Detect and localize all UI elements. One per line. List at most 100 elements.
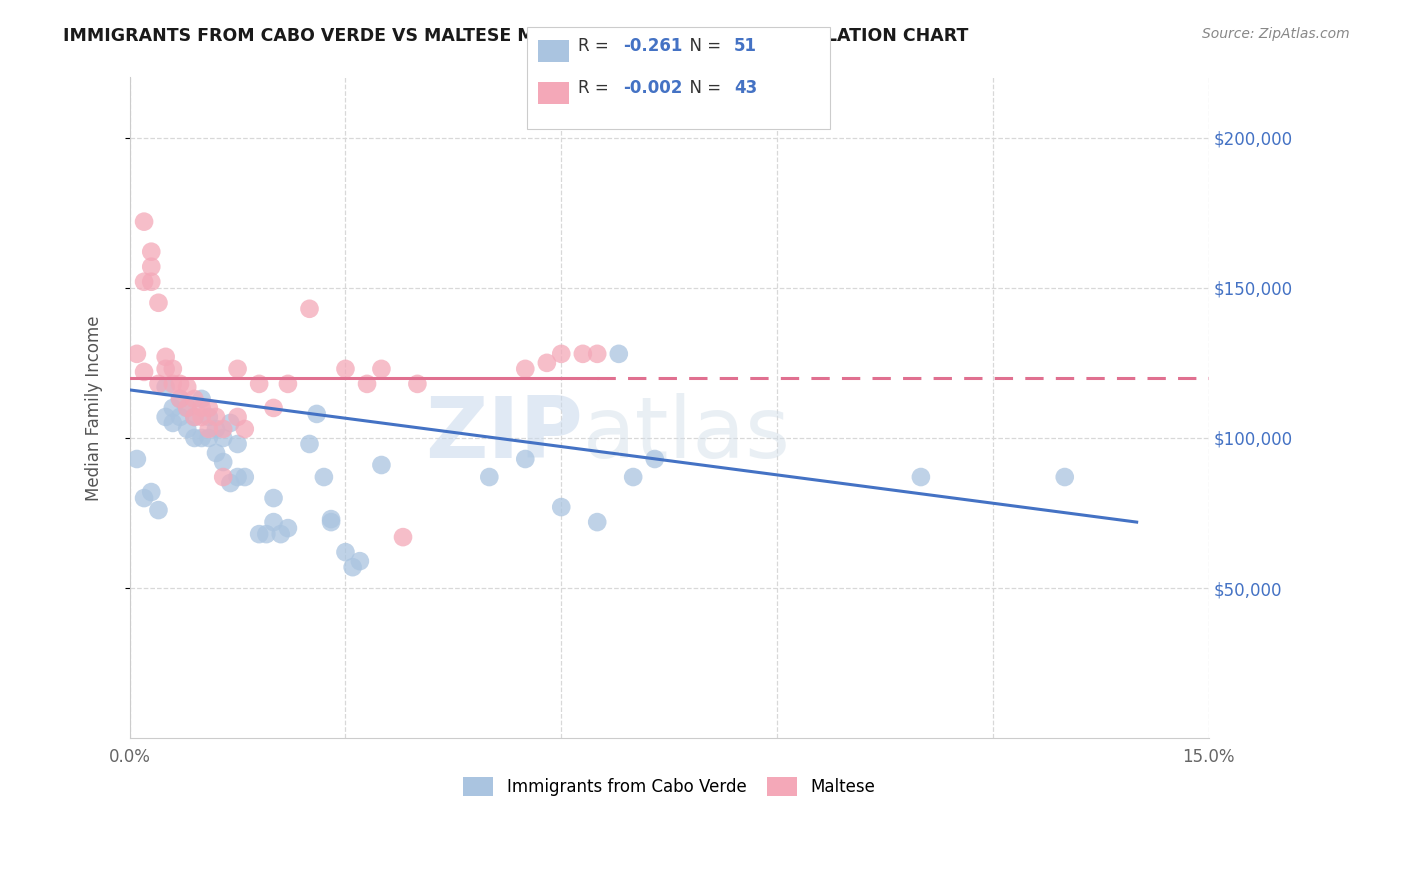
Point xyxy=(1053,470,1076,484)
Point xyxy=(586,515,609,529)
Point xyxy=(277,376,299,391)
Point xyxy=(277,521,299,535)
Point xyxy=(205,422,228,436)
Point xyxy=(226,470,249,484)
Text: R =: R = xyxy=(578,79,614,97)
Point xyxy=(190,401,212,415)
Point xyxy=(141,485,163,500)
Point xyxy=(125,347,148,361)
Point xyxy=(176,380,198,394)
Point xyxy=(370,458,392,472)
Point xyxy=(176,401,198,415)
Text: 43: 43 xyxy=(734,79,758,97)
Point xyxy=(910,470,932,484)
Point xyxy=(141,260,163,274)
Point xyxy=(212,431,235,445)
Point xyxy=(349,554,371,568)
Point xyxy=(169,392,191,406)
Text: ZIP: ZIP xyxy=(425,392,583,475)
Point xyxy=(198,431,221,445)
Point xyxy=(212,422,235,436)
Text: 51: 51 xyxy=(734,37,756,55)
Point xyxy=(148,503,170,517)
Point xyxy=(162,376,184,391)
Point xyxy=(550,500,572,514)
Point xyxy=(198,422,221,436)
Text: R =: R = xyxy=(578,37,614,55)
Point xyxy=(219,416,242,430)
Point xyxy=(198,401,221,415)
Point xyxy=(162,362,184,376)
Point xyxy=(233,422,256,436)
Text: IMMIGRANTS FROM CABO VERDE VS MALTESE MEDIAN FAMILY INCOME CORRELATION CHART: IMMIGRANTS FROM CABO VERDE VS MALTESE ME… xyxy=(63,27,969,45)
Point xyxy=(155,350,177,364)
Point xyxy=(190,409,212,424)
Point xyxy=(319,512,342,526)
Point xyxy=(335,545,357,559)
Point xyxy=(644,452,666,467)
Point xyxy=(148,376,170,391)
Text: -0.002: -0.002 xyxy=(623,79,682,97)
Point xyxy=(198,409,221,424)
Point xyxy=(298,301,321,316)
Text: atlas: atlas xyxy=(583,392,790,475)
Point xyxy=(132,491,155,505)
Text: N =: N = xyxy=(679,79,727,97)
Point xyxy=(621,470,644,484)
Point xyxy=(270,527,292,541)
Point xyxy=(233,470,256,484)
Point xyxy=(335,362,357,376)
Point xyxy=(176,422,198,436)
Point xyxy=(247,376,270,391)
Point xyxy=(298,437,321,451)
Point xyxy=(212,455,235,469)
Point xyxy=(550,347,572,361)
Point xyxy=(155,362,177,376)
Point xyxy=(226,437,249,451)
Text: Source: ZipAtlas.com: Source: ZipAtlas.com xyxy=(1202,27,1350,41)
Point xyxy=(132,214,155,228)
Point xyxy=(183,392,205,406)
Point xyxy=(226,362,249,376)
Point xyxy=(183,409,205,424)
Point xyxy=(155,380,177,394)
Point xyxy=(205,409,228,424)
Point xyxy=(254,527,277,541)
Point xyxy=(162,401,184,415)
Point xyxy=(148,295,170,310)
Point xyxy=(356,376,378,391)
Point xyxy=(162,416,184,430)
Point xyxy=(319,515,342,529)
Point xyxy=(370,362,392,376)
Point xyxy=(176,401,198,415)
Point xyxy=(155,409,177,424)
Point xyxy=(132,275,155,289)
Point xyxy=(263,515,285,529)
Point xyxy=(212,470,235,484)
Point xyxy=(132,365,155,379)
Point xyxy=(515,362,537,376)
Point xyxy=(247,527,270,541)
Point xyxy=(141,275,163,289)
Text: N =: N = xyxy=(679,37,727,55)
Point xyxy=(478,470,501,484)
Text: -0.261: -0.261 xyxy=(623,37,682,55)
Point xyxy=(141,244,163,259)
Point xyxy=(342,560,364,574)
Point xyxy=(572,347,595,361)
Legend: Immigrants from Cabo Verde, Maltese: Immigrants from Cabo Verde, Maltese xyxy=(457,770,882,803)
Y-axis label: Median Family Income: Median Family Income xyxy=(86,315,103,500)
Point xyxy=(312,470,335,484)
Point xyxy=(169,392,191,406)
Point xyxy=(190,392,212,406)
Point xyxy=(169,409,191,424)
Point xyxy=(392,530,415,544)
Point xyxy=(125,452,148,467)
Point xyxy=(205,446,228,460)
Point xyxy=(169,376,191,391)
Point xyxy=(219,476,242,491)
Point xyxy=(607,347,630,361)
Point xyxy=(305,407,328,421)
Point xyxy=(190,431,212,445)
Point xyxy=(406,376,429,391)
